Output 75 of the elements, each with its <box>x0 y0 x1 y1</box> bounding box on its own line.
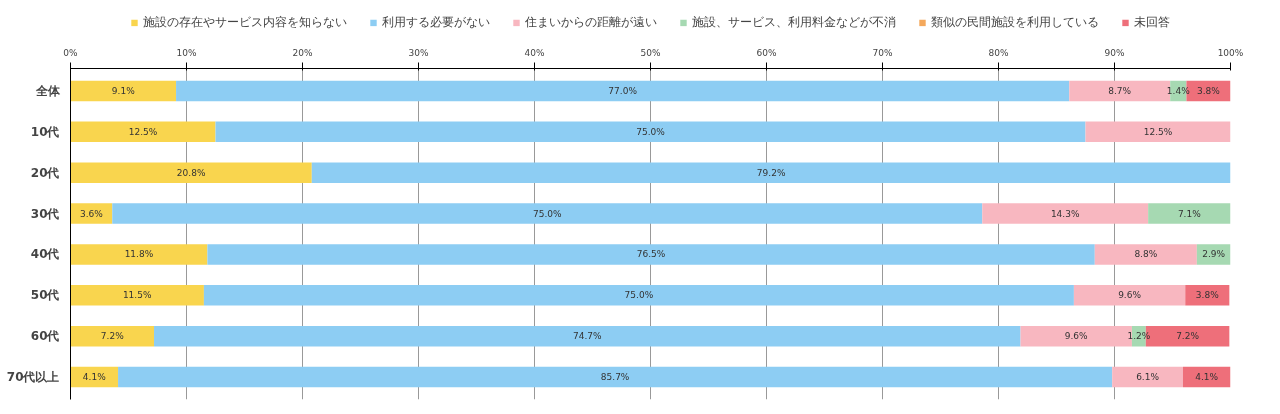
data-label: 9.6% <box>1118 290 1142 301</box>
bar <box>1073 285 1186 306</box>
legend-label: 住まいからの距離が遠い <box>525 13 657 31</box>
y-tick-label: 20代 <box>30 165 60 180</box>
data-label: 8.7% <box>1108 85 1132 96</box>
y-tick-label: 全体 <box>34 83 61 98</box>
x-tick-label: 20% <box>292 47 313 58</box>
bar <box>70 121 216 143</box>
data-label: 75.0% <box>624 290 654 301</box>
data-label: 3.8% <box>1197 85 1221 96</box>
data-label: 11.8% <box>124 249 154 260</box>
legend-label: 類似の民間施設を利用している <box>931 13 1099 31</box>
y-tick-label: 10代 <box>30 124 60 139</box>
y-tick-label: 40代 <box>30 247 60 262</box>
bar <box>176 80 1070 102</box>
x-tick-label: 40% <box>524 47 545 58</box>
data-label: 9.1% <box>111 85 136 96</box>
bar <box>1112 366 1183 388</box>
bar <box>1094 244 1197 265</box>
x-tick-label: 10% <box>176 47 197 58</box>
data-label: 4.1% <box>82 372 107 383</box>
bar <box>982 203 1149 224</box>
data-label: 11.5% <box>122 290 152 301</box>
data-label: 7.1% <box>1177 208 1202 219</box>
data-label: 85.7% <box>600 372 630 383</box>
bar <box>70 325 155 347</box>
data-label: 74.7% <box>572 331 603 342</box>
x-tick-label: 90% <box>1104 47 1125 58</box>
legend-label: 利用する必要がない <box>382 13 490 31</box>
bar <box>1185 285 1230 306</box>
bar <box>112 203 983 224</box>
bar <box>311 162 1231 183</box>
legend-label: 施設の存在やサービス内容を知らない <box>143 13 347 31</box>
data-label: 75.0% <box>532 208 562 219</box>
bar <box>1085 121 1231 143</box>
data-label: 9.6% <box>1064 331 1089 342</box>
data-label: 3.6% <box>79 208 104 219</box>
legend-label: 施設、サービス、利用料金などが不消 <box>692 13 896 31</box>
data-label: 79.2% <box>756 167 786 178</box>
bar <box>1148 203 1231 224</box>
bar <box>70 285 204 306</box>
data-label: 6.1% <box>1136 372 1160 383</box>
y-tick-label: 60代 <box>30 329 60 344</box>
bar <box>118 366 1113 388</box>
data-label: 20.8% <box>176 167 206 178</box>
x-tick-label: 50% <box>640 47 661 58</box>
data-label: 12.5% <box>1143 126 1173 137</box>
x-tick-label: 30% <box>408 47 429 58</box>
x-tick-label: 60% <box>756 47 777 58</box>
data-label: 14.3% <box>1050 208 1080 219</box>
data-label: 77.0% <box>608 85 638 96</box>
x-tick-label: 0% <box>63 47 79 58</box>
bar <box>203 285 1074 306</box>
data-label: 76.5% <box>636 249 666 260</box>
data-label: 3.8% <box>1195 290 1220 301</box>
bar <box>215 121 1086 143</box>
data-label: 7.2% <box>1176 331 1200 342</box>
data-label: 4.1% <box>1195 372 1219 383</box>
bar <box>207 244 1095 265</box>
legend-label: 未回答 <box>1134 13 1170 31</box>
x-tick-label: 100% <box>1217 47 1244 58</box>
y-tick-label: 70代以上 <box>6 370 60 385</box>
y-tick-label: 30代 <box>30 206 60 221</box>
bar <box>70 162 312 183</box>
bar <box>70 80 177 102</box>
data-label: 75.0% <box>636 126 666 137</box>
x-tick-label: 80% <box>988 47 1009 58</box>
bar <box>154 325 1021 347</box>
data-label: 7.2% <box>100 331 125 342</box>
x-tick-label: 70% <box>872 47 893 58</box>
data-label: 12.5% <box>128 126 158 137</box>
bar <box>70 244 208 265</box>
data-label: 2.9% <box>1202 249 1226 260</box>
data-label: 8.8% <box>1134 249 1158 260</box>
y-tick-label: 50代 <box>30 288 60 303</box>
